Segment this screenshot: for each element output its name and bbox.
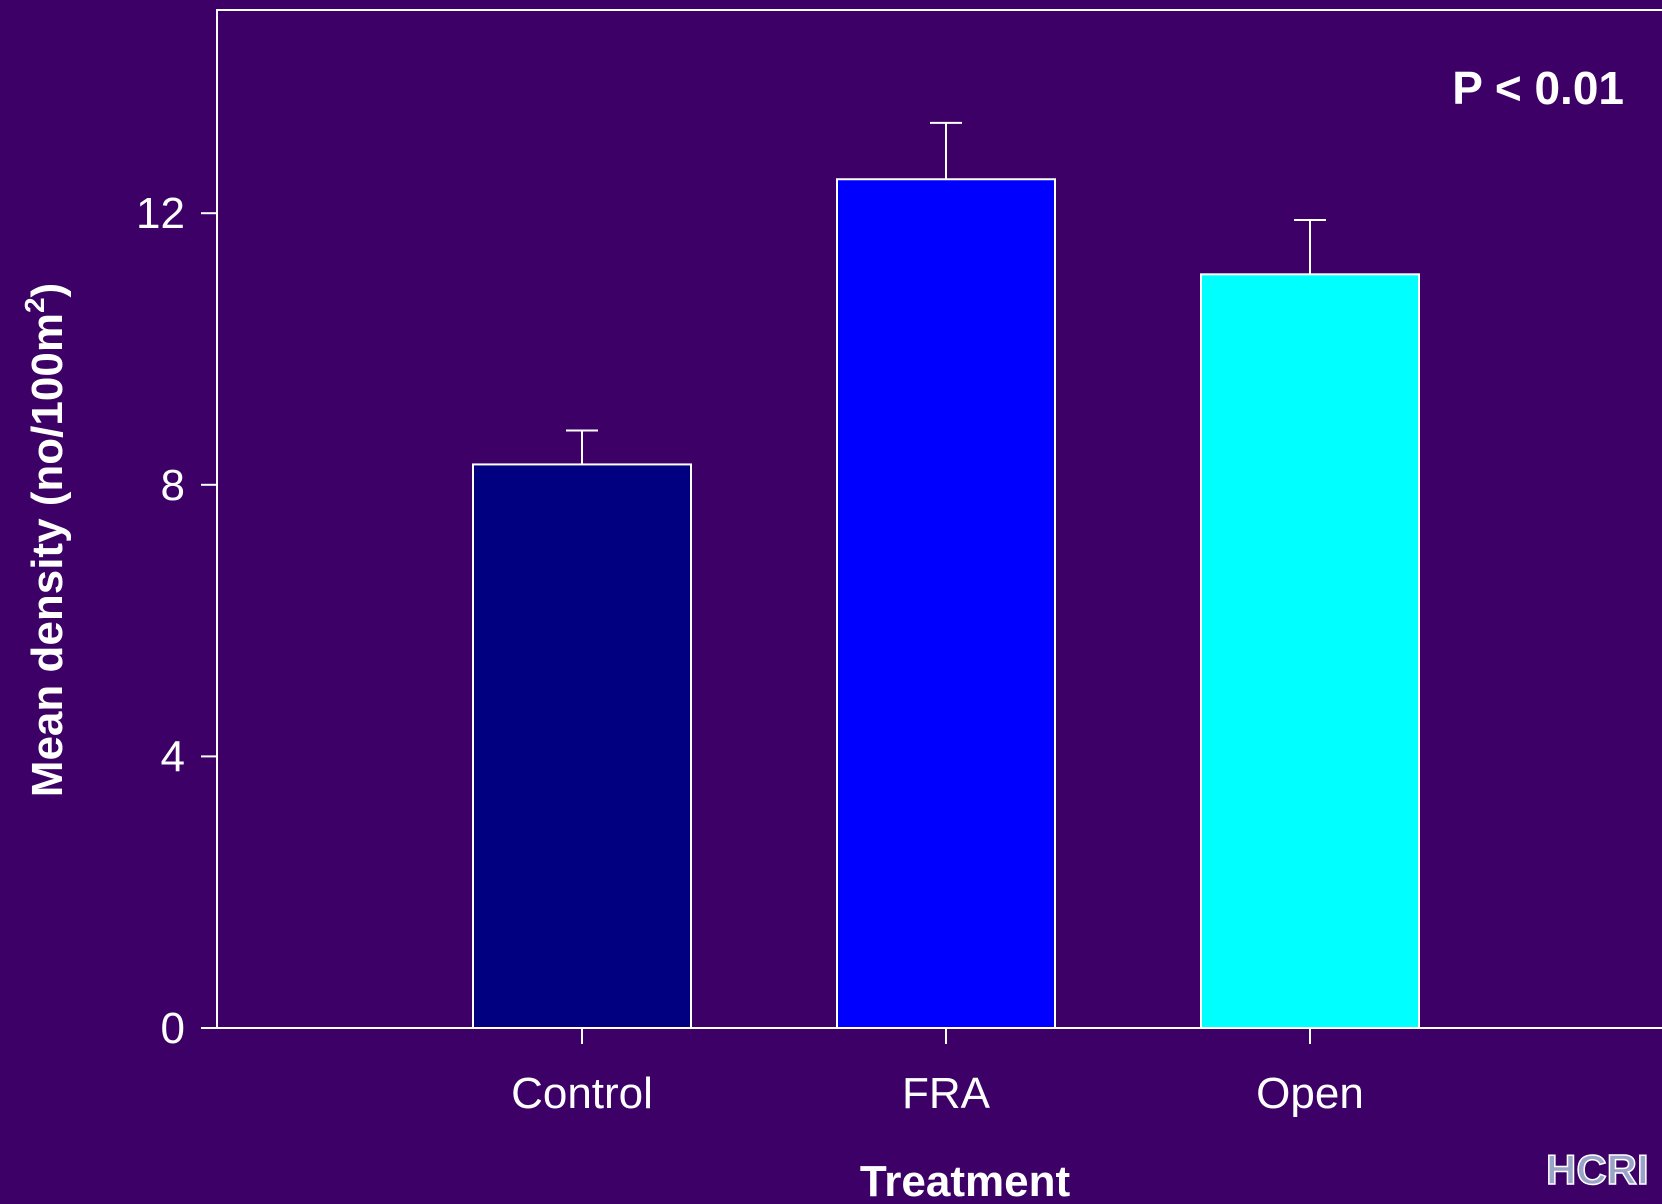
x-tick-label-fra: FRA (902, 1069, 991, 1118)
x-axis: Control FRA Open (511, 1028, 1364, 1118)
hcri-logo: HCRI (1546, 1146, 1649, 1193)
y-axis-title-text: Mean density (no/100m (23, 313, 72, 797)
y-tick-label: 8 (161, 461, 185, 510)
x-tick-label-control: Control (511, 1069, 653, 1118)
x-axis-title: Treatment (860, 1157, 1071, 1204)
p-value-annotation: P < 0.01 (1452, 62, 1624, 114)
y-axis: 0 4 8 12 (136, 189, 217, 1053)
y-tick-label: 4 (161, 732, 185, 781)
y-axis-title-superscript: 2 (19, 297, 50, 313)
bar-open (1200, 273, 1420, 1029)
y-axis-title: Mean density (no/100m2) (19, 283, 72, 797)
x-tick-label-open: Open (1256, 1069, 1364, 1118)
y-tick-label: 12 (136, 189, 185, 238)
y-axis-title-close: ) (23, 283, 72, 298)
bar-fra (836, 178, 1056, 1029)
y-tick-label: 0 (161, 1004, 185, 1053)
bars (472, 121, 1420, 1029)
bar-control (472, 463, 692, 1029)
